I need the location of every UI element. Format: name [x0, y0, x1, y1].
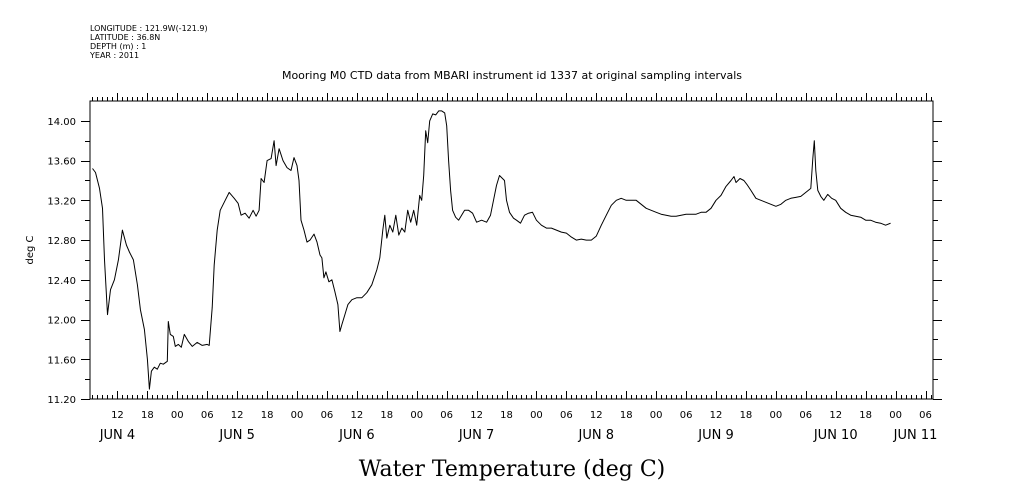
x-tick-label: 18 — [380, 410, 393, 421]
x-tick-label: 00 — [530, 410, 543, 421]
x-tick-label: 06 — [680, 410, 693, 421]
x-tick-label: 12 — [350, 410, 363, 421]
temperature-series-line — [92, 110, 891, 390]
day-label: JUN 6 — [338, 428, 374, 443]
x-tick-label: 00 — [410, 410, 423, 421]
x-tick-label: 12 — [590, 410, 603, 421]
y-tick-label: 13.20 — [47, 196, 76, 207]
x-tick-label: 06 — [560, 410, 573, 421]
day-label: JUN 4 — [99, 428, 135, 443]
y-tick-label: 11.60 — [47, 355, 76, 366]
header-year: YEAR : 2011 — [90, 51, 140, 60]
day-labels: JUN 4 JUN 5 JUN 6 JUN 7 JUN 8 JUN 9 JUN 10 JUN … — [99, 428, 938, 443]
x-tick-label: 18 — [859, 410, 872, 421]
x-tick-label: 00 — [291, 410, 304, 421]
x-tick-labels: 12 18 00 06 12 18 00 06 12 18 00 06 12 18 00 06 12 18 00 06… — [111, 410, 932, 421]
y-tick-labels: 11.20 11.60 12.00 12.40 12.80 13.20 13.60 14.00 — [47, 117, 76, 406]
y-axis-label: deg C — [25, 235, 36, 264]
day-label: JUN 7 — [458, 428, 494, 443]
day-label: JUN 10 — [813, 428, 858, 443]
x-tick-label: 00 — [650, 410, 663, 421]
day-label: JUN 9 — [697, 428, 733, 443]
y-tick-label: 12.80 — [47, 236, 76, 247]
x-tick-label: 12 — [231, 410, 244, 421]
x-tick-label: 18 — [141, 410, 154, 421]
y-tick-label: 13.60 — [47, 157, 76, 168]
x-tick-label: 06 — [321, 410, 334, 421]
x-tick-label: 06 — [440, 410, 453, 421]
x-tick-label: 12 — [111, 410, 124, 421]
x-tick-label: 00 — [770, 410, 783, 421]
x-tick-label: 00 — [889, 410, 902, 421]
y-tick-label: 14.00 — [47, 117, 76, 128]
day-label: JUN 5 — [218, 428, 254, 443]
x-tick-label: 12 — [829, 410, 842, 421]
x-tick-label: 18 — [620, 410, 633, 421]
chart-title: Mooring M0 CTD data from MBARI instrumen… — [282, 69, 742, 82]
x-tick-label: 18 — [261, 410, 274, 421]
header-longitude: LONGITUDE : 121.9W(-121.9) — [90, 24, 208, 33]
header-latitude: LATITUDE : 36.8N — [90, 33, 161, 42]
x-tick-label: 12 — [710, 410, 723, 421]
day-label: JUN 8 — [578, 428, 614, 443]
day-label: JUN 11 — [893, 428, 938, 443]
x-tick-label: 06 — [919, 410, 932, 421]
x-tick-label: 18 — [740, 410, 753, 421]
x-axis-label: Water Temperature (deg C) — [359, 457, 666, 482]
tick-marks — [81, 93, 942, 400]
x-tick-label: 06 — [201, 410, 214, 421]
x-tick-label: 06 — [799, 410, 812, 421]
x-tick-label: 18 — [500, 410, 513, 421]
y-tick-label: 11.20 — [47, 395, 76, 406]
y-tick-label: 12.40 — [47, 276, 76, 287]
x-tick-label: 00 — [171, 410, 184, 421]
y-tick-label: 12.00 — [47, 316, 76, 327]
plot-frame — [89, 100, 934, 400]
header-depth: DEPTH (m) : 1 — [90, 42, 147, 51]
x-tick-label: 12 — [470, 410, 483, 421]
